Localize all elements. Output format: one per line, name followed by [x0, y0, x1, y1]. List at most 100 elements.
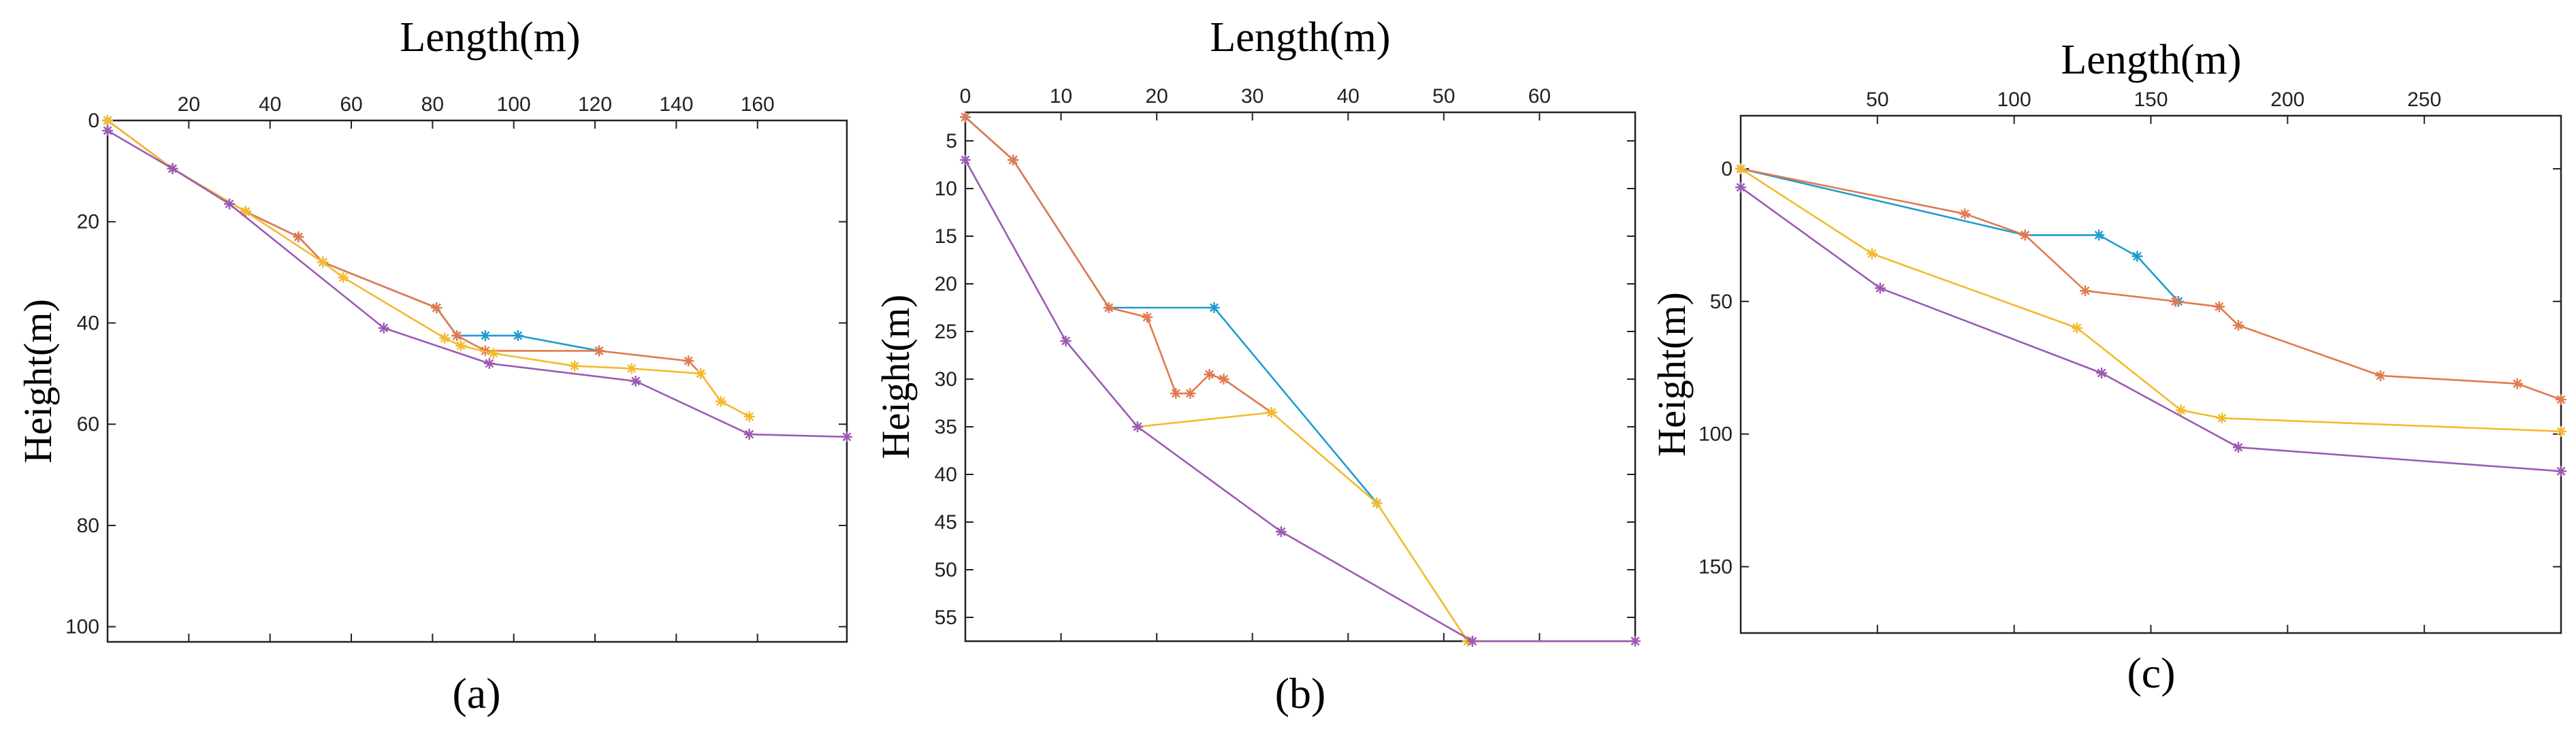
- series-line-yellow: [1137, 411, 1635, 643]
- data-point-purple: [743, 429, 755, 440]
- x-tick-label: 200: [2270, 88, 2304, 111]
- series-line-purple: [964, 159, 1635, 643]
- series-line-orange: [1740, 167, 2562, 401]
- y-tick-label: 40: [77, 312, 99, 334]
- series-orange: [102, 115, 707, 379]
- x-tick-label: 100: [497, 93, 531, 116]
- data-point-yellow: [743, 411, 755, 423]
- data-point-orange: [1008, 155, 1019, 165]
- x-tick-label: 120: [578, 93, 612, 116]
- panel-caption: (b): [1275, 669, 1326, 717]
- data-point-purple: [1275, 526, 1287, 537]
- data-point-yellow: [1866, 248, 1878, 259]
- data-point-orange: [683, 355, 694, 367]
- x-tick-label: 100: [1997, 88, 2031, 111]
- y-tick-label: 35: [935, 416, 957, 438]
- y-tick-label: 60: [77, 413, 99, 436]
- x-tick-label: 30: [1241, 85, 1263, 108]
- data-point-blue: [2131, 250, 2143, 262]
- data-point-orange: [1959, 208, 1971, 220]
- series-blue: [102, 115, 605, 357]
- data-point-purple: [224, 198, 236, 210]
- y-axis-title: Height(m): [873, 295, 918, 459]
- data-point-yellow: [2216, 412, 2227, 424]
- data-point-orange: [2374, 370, 2386, 381]
- data-point-yellow: [2072, 322, 2083, 334]
- data-point-blue: [512, 330, 524, 342]
- y-tick-label: 5: [946, 130, 957, 152]
- data-point-purple: [2233, 442, 2244, 453]
- y-tick-label: 100: [65, 616, 99, 638]
- plot-frame: [964, 111, 1637, 643]
- data-point-yellow: [439, 332, 451, 344]
- data-point-orange: [431, 302, 442, 314]
- series-line-purple: [1740, 187, 2562, 472]
- data-point-orange: [2233, 319, 2244, 331]
- data-point-yellow: [1735, 163, 1746, 174]
- data-point-yellow: [1266, 407, 1277, 418]
- data-point-yellow: [695, 368, 707, 379]
- y-axis-title: Height(m): [16, 299, 60, 464]
- panel-caption: (c): [2127, 649, 2175, 697]
- y-axis-title: Height(m): [1649, 292, 1694, 457]
- data-point-blue: [1208, 302, 1220, 313]
- series-orange: [960, 112, 1277, 418]
- series-line-blue: [965, 116, 1378, 504]
- data-point-orange: [1204, 369, 1215, 380]
- y-tick-label: 20: [935, 273, 957, 295]
- data-point-orange: [2213, 301, 2225, 312]
- data-point-purple: [1060, 336, 1072, 346]
- data-point-purple: [483, 357, 495, 369]
- data-point-yellow: [626, 363, 637, 374]
- y-tick-label: 25: [935, 321, 957, 343]
- y-tick-label: 10: [935, 178, 957, 200]
- data-point-purple: [841, 431, 852, 442]
- x-axis-title: Length(m): [400, 14, 580, 61]
- data-point-yellow: [317, 257, 329, 268]
- x-tick-label: 160: [741, 93, 775, 116]
- x-tick-label: 50: [1432, 85, 1455, 108]
- series-purple: [1735, 182, 2566, 477]
- data-point-yellow: [455, 340, 467, 351]
- data-point-yellow: [2175, 404, 2187, 416]
- x-tick-label: 250: [2407, 88, 2441, 111]
- series-line-purple: [107, 129, 848, 438]
- data-point-purple: [2556, 466, 2566, 477]
- series-purple: [102, 125, 852, 442]
- data-point-purple: [1467, 636, 1479, 647]
- series-yellow: [102, 115, 755, 423]
- y-tick-label: 30: [935, 368, 957, 391]
- chart-panel-2: 0 10 20 30 40 50 60 5 10 15 20 25 30 35 40 45 50 55 Length…: [873, 14, 1641, 717]
- y-tick-label: 150: [1698, 556, 1733, 579]
- series-line-yellow: [107, 119, 750, 418]
- y-tick-label: 50: [1710, 291, 1733, 313]
- y-tick-label: 0: [1721, 158, 1733, 180]
- data-point-orange: [1142, 312, 1153, 323]
- data-point-orange: [2556, 394, 2566, 406]
- series-purple: [960, 155, 1641, 647]
- data-point-orange: [293, 231, 304, 243]
- y-tick-label: 20: [77, 211, 99, 233]
- x-tick-label: 0: [960, 85, 971, 108]
- data-point-yellow: [569, 360, 581, 372]
- series-orange: [1735, 163, 2566, 406]
- data-point-orange: [1103, 302, 1114, 313]
- x-tick-label: 140: [659, 93, 693, 116]
- data-point-yellow: [338, 272, 349, 283]
- data-point-orange: [451, 330, 463, 342]
- data-point-purple: [102, 125, 113, 136]
- data-point-yellow: [487, 348, 499, 359]
- data-point-blue: [479, 330, 491, 342]
- data-point-orange: [2511, 378, 2523, 389]
- data-point-orange: [1185, 388, 1196, 399]
- x-tick-label: 60: [1528, 85, 1551, 108]
- data-point-purple: [2096, 368, 2108, 379]
- y-tick-label: 40: [935, 464, 957, 486]
- y-tick-label: 50: [935, 559, 957, 581]
- data-point-yellow: [715, 395, 727, 407]
- y-tick-label: 100: [1698, 423, 1733, 446]
- data-point-yellow: [102, 115, 113, 126]
- data-point-purple: [1630, 636, 1641, 647]
- data-point-yellow: [1371, 498, 1383, 508]
